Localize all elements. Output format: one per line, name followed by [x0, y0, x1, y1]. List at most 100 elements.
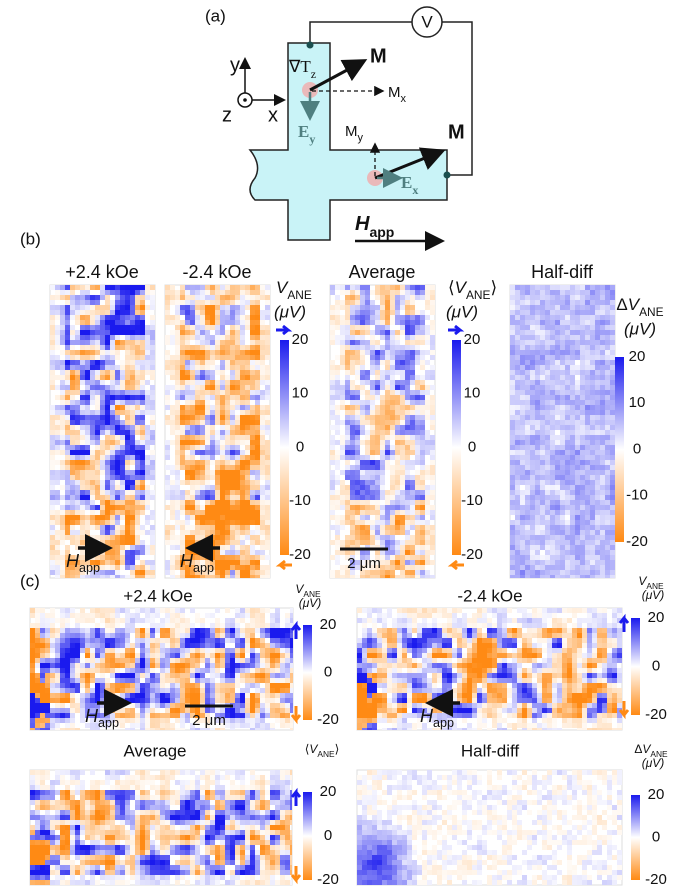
heatmap-pixel	[545, 295, 550, 300]
heatmap-pixel	[120, 495, 125, 500]
heatmap-pixel	[565, 550, 570, 555]
heatmap-pixel	[190, 390, 195, 395]
heatmap-pixel	[75, 310, 80, 315]
heatmap-pixel	[545, 405, 550, 410]
heatmap-pixel	[580, 505, 585, 510]
heatmap-pixel	[170, 480, 175, 485]
heatmap-pixel	[560, 535, 565, 540]
heatmap-pixel	[555, 485, 560, 490]
heatmap-pixel	[80, 628, 85, 633]
heatmap-pixel	[120, 320, 125, 325]
heatmap-pixel	[405, 490, 410, 495]
heatmap-pixel	[530, 435, 535, 440]
heatmap-pixel	[550, 315, 555, 320]
heatmap-pixel	[350, 320, 355, 325]
heatmap-pixel	[390, 470, 395, 475]
heatmap-pixel	[510, 550, 515, 555]
heatmap-pixel	[30, 633, 35, 638]
heatmap-pixel	[120, 360, 125, 365]
heatmap-pixel	[125, 460, 130, 465]
heatmap-pixel	[75, 545, 80, 550]
heatmap-pixel	[565, 425, 570, 430]
heatmap-pixel	[140, 435, 145, 440]
heatmap-pixel	[260, 340, 265, 345]
heatmap-pixel	[255, 360, 260, 365]
heatmap-pixel	[570, 455, 575, 460]
heatmap-pixel	[220, 545, 225, 550]
heatmap-pixel	[390, 370, 395, 375]
heatmap-pixel	[540, 330, 545, 335]
heatmap-pixel	[265, 350, 270, 355]
heatmap-pixel	[405, 425, 410, 430]
heatmap-pixel	[65, 420, 70, 425]
heatmap-pixel	[235, 490, 240, 495]
heatmap-pixel	[340, 290, 345, 295]
heatmap-pixel	[510, 530, 515, 535]
heatmap-pixel	[380, 290, 385, 295]
heatmap-pixel	[165, 360, 170, 365]
heatmap-pixel	[515, 315, 520, 320]
heatmap-pixel	[170, 425, 175, 430]
heatmap-pixel	[410, 460, 415, 465]
heatmap-pixel	[415, 495, 420, 500]
heatmap-pixel	[125, 355, 130, 360]
heatmap-pixel	[405, 405, 410, 410]
heatmap-pixel	[215, 285, 220, 290]
heatmap-pixel	[215, 618, 220, 623]
heatmap-pixel	[365, 550, 370, 555]
heatmap-pixel	[365, 445, 370, 450]
heatmap-pixel	[135, 575, 140, 578]
heatmap-pixel	[250, 460, 255, 465]
heatmap-pixel	[215, 535, 220, 540]
heatmap-pixel	[190, 320, 195, 325]
heatmap-pixel	[590, 375, 595, 380]
heatmap-pixel	[560, 315, 565, 320]
heatmap-pixel	[540, 305, 545, 310]
heatmap-pixel	[215, 395, 220, 400]
heatmap-pixel	[570, 330, 575, 335]
heatmap-pixel	[70, 315, 75, 320]
heatmap-pixel	[140, 375, 145, 380]
heatmap-pixel	[180, 390, 185, 395]
heatmap-pixel	[560, 445, 565, 450]
heatmap-pixel	[570, 400, 575, 405]
heatmap-pixel	[430, 350, 435, 355]
heatmap-pixel	[245, 455, 250, 460]
heatmap-pixel	[135, 340, 140, 345]
heatmap-pixel	[70, 535, 75, 540]
heatmap-pixel	[390, 375, 395, 380]
heatmap-pixel	[595, 405, 600, 410]
heatmap-pixel	[430, 365, 435, 370]
heatmap-pixel	[120, 405, 125, 410]
heatmap-pixel	[230, 535, 235, 540]
heatmap-pixel	[545, 530, 550, 535]
heatmap-pixel	[255, 560, 260, 565]
heatmap-pixel	[190, 335, 195, 340]
heatmap-pixel	[580, 430, 585, 435]
heatmap-pixel	[60, 410, 65, 415]
heatmap-pixel	[150, 490, 155, 495]
heatmap-pixel	[135, 633, 140, 638]
heatmap-pixel	[65, 300, 70, 305]
heatmap-pixel	[110, 310, 115, 315]
heatmap-pixel	[590, 550, 595, 555]
heatmap-pixel	[535, 530, 540, 535]
heatmap-pixel	[245, 405, 250, 410]
heatmap-pixel	[80, 420, 85, 425]
heatmap-pixel	[265, 365, 270, 370]
heatmap-pixel	[145, 435, 150, 440]
heatmap-pixel	[150, 390, 155, 395]
heatmap-pixel	[75, 445, 80, 450]
heatmap-pixel	[290, 613, 293, 618]
heatmap-pixel	[370, 360, 375, 365]
heatmap-pixel	[180, 535, 185, 540]
heatmap-pixel	[150, 440, 155, 445]
heatmap-pixel	[185, 540, 190, 545]
heatmap-pixel	[575, 410, 580, 415]
heatmap-pixel	[555, 330, 560, 335]
heatmap-pixel	[260, 628, 265, 633]
heatmap-pixel	[360, 540, 365, 545]
heatmap-pixel	[210, 460, 215, 465]
heatmap-pixel	[565, 420, 570, 425]
heatmap-pixel	[600, 485, 605, 490]
